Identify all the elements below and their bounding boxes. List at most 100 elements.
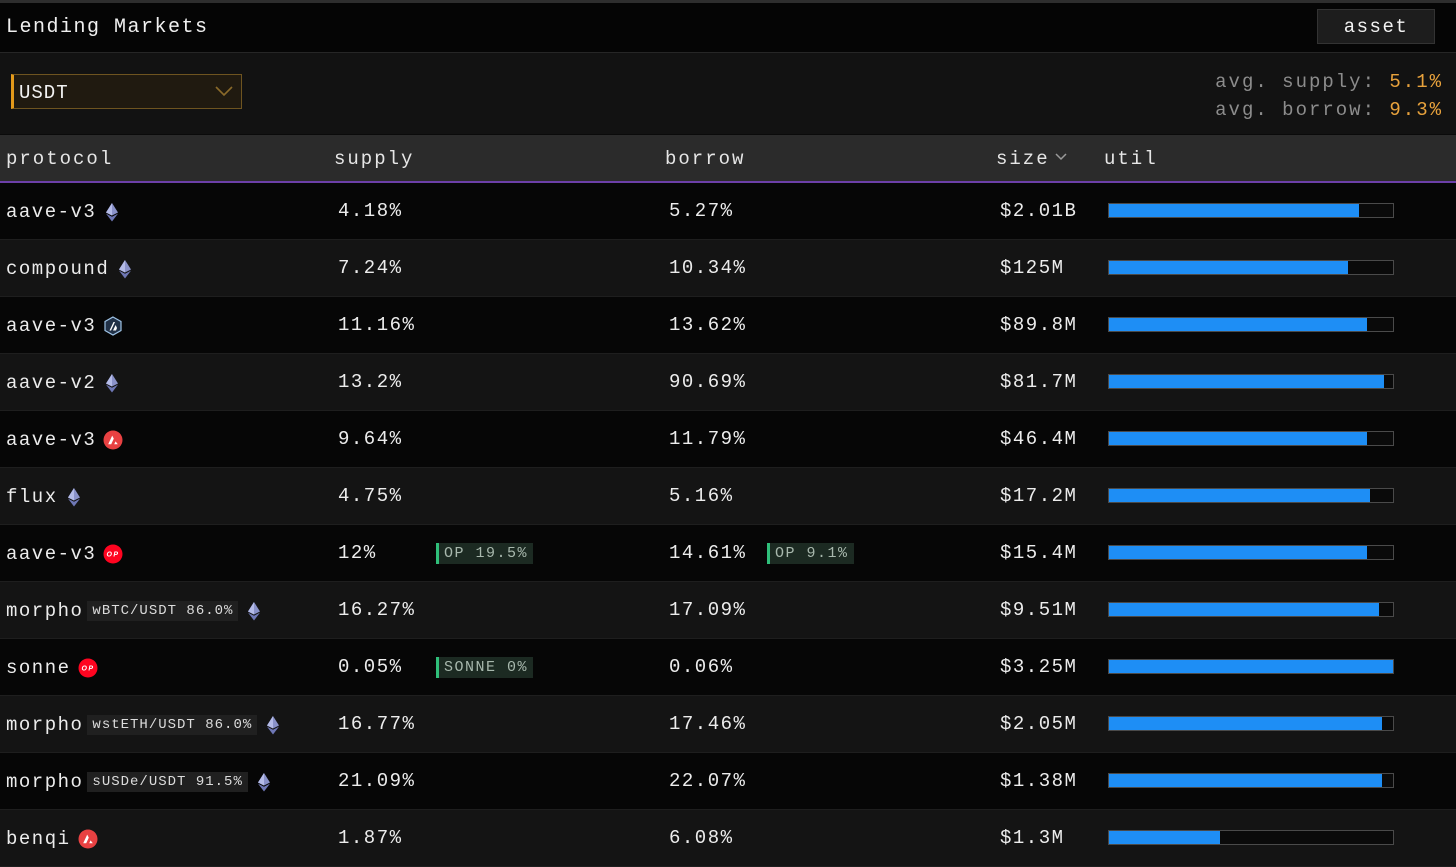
svg-text:OP: OP: [81, 666, 94, 673]
borrow-rate: 17.09%: [669, 599, 747, 621]
protocol-name: aave-v3: [6, 429, 97, 451]
protocol-name: morpho: [6, 771, 84, 793]
protocol-cell: morpho wBTC/USDT 86.0%: [6, 599, 263, 623]
table-row[interactable]: morpho wBTC/USDT 86.0% 16.27% 17.09% $9.51M: [0, 582, 1456, 639]
table-row[interactable]: aave-v2 13.2% 90.69% $81.7M: [0, 354, 1456, 411]
average-rates: avg. supply: 5.1% avg. borrow: 9.3%: [1215, 68, 1443, 124]
market-pair-badge: sUSDe/USDT 91.5%: [87, 772, 248, 792]
avg-supply-label: avg. supply:: [1215, 71, 1376, 93]
protocol-cell: aave-v3: [6, 200, 121, 224]
protocol-cell: sonne OP: [6, 656, 98, 680]
borrow-rate: 14.61%: [669, 542, 747, 564]
column-header-protocol[interactable]: protocol: [6, 148, 114, 170]
utilization-fill: [1109, 546, 1368, 559]
utilization-bar: [1108, 488, 1394, 503]
supply-rate: 4.18%: [338, 200, 403, 222]
market-pair-badge: wstETH/USDT 86.0%: [87, 715, 258, 735]
utilization-fill: [1109, 660, 1393, 673]
table-row[interactable]: aave-v3 11.16% 13.62% $89.8M: [0, 297, 1456, 354]
protocol-cell: aave-v3 OP: [6, 542, 123, 566]
utilization-bar: [1108, 830, 1394, 845]
table-row[interactable]: aave-v3 4.18% 5.27% $2.01B: [0, 183, 1456, 240]
supply-rate: 12%: [338, 542, 377, 564]
borrow-rate: 13.62%: [669, 314, 747, 336]
protocol-cell: aave-v2: [6, 371, 121, 395]
asset-select[interactable]: USDT: [11, 74, 242, 109]
utilization-bar: [1108, 431, 1394, 446]
protocol-cell: morpho wstETH/USDT 86.0%: [6, 713, 282, 737]
protocol-name: morpho: [6, 600, 84, 622]
borrow-rate: 90.69%: [669, 371, 747, 393]
supply-reward-badge: SONNE 0%: [436, 657, 534, 678]
table-row[interactable]: sonne OP 0.05% SONNE 0% 0.06% $3.25M: [0, 639, 1456, 696]
avalanche-icon: [78, 829, 98, 849]
protocol-name: compound: [6, 258, 110, 280]
column-header-size[interactable]: size: [996, 148, 1068, 170]
market-size: $46.4M: [1000, 428, 1078, 450]
borrow-rate: 0.06%: [669, 656, 734, 678]
table-row[interactable]: flux 4.75% 5.16% $17.2M: [0, 468, 1456, 525]
table-row[interactable]: aave-v3 OP 12% OP 19.5% 14.61% OP 9.1% $15.4M: [0, 525, 1456, 582]
avg-supply-value: 5.1%: [1389, 71, 1443, 93]
supply-rate: 16.77%: [338, 713, 416, 735]
protocol-cell: aave-v3: [6, 428, 123, 452]
column-header-util[interactable]: util: [1104, 148, 1158, 170]
utilization-bar: [1108, 317, 1394, 332]
markets-table-body: aave-v3 4.18% 5.27% $2.01B compound 7.24% 10.3…: [0, 183, 1456, 867]
protocol-name: aave-v3: [6, 201, 97, 223]
market-size: $89.8M: [1000, 314, 1078, 336]
utilization-fill: [1109, 717, 1382, 730]
page-title: Lending Markets: [6, 16, 209, 39]
supply-reward-badge: OP 19.5%: [436, 543, 534, 564]
table-row[interactable]: morpho wstETH/USDT 86.0% 16.77% 17.46% $2.05…: [0, 696, 1456, 753]
protocol-name: aave-v3: [6, 315, 97, 337]
avg-supply-line: avg. supply: 5.1%: [1215, 68, 1443, 96]
market-size: $125M: [1000, 257, 1065, 279]
avalanche-icon: [103, 430, 123, 450]
chevron-down-icon: [215, 86, 233, 97]
utilization-fill: [1109, 318, 1368, 331]
protocol-name: sonne: [6, 657, 71, 679]
column-header-borrow[interactable]: borrow: [665, 148, 746, 170]
protocol-cell: aave-v3: [6, 314, 122, 338]
asset-button[interactable]: asset: [1317, 9, 1435, 44]
table-row[interactable]: aave-v3 9.64% 11.79% $46.4M: [0, 411, 1456, 468]
supply-rate: 9.64%: [338, 428, 403, 450]
ethereum-icon: [103, 373, 121, 393]
utilization-bar: [1108, 203, 1394, 218]
borrow-rate: 5.16%: [669, 485, 734, 507]
table-row[interactable]: benqi 1.87% 6.08% $1.3M: [0, 810, 1456, 867]
borrow-reward-badge: OP 9.1%: [767, 543, 854, 564]
ethereum-icon: [264, 715, 282, 735]
column-header-size-label: size: [996, 148, 1050, 170]
ethereum-icon: [245, 601, 263, 621]
utilization-fill: [1109, 774, 1382, 787]
market-size: $15.4M: [1000, 542, 1078, 564]
table-row[interactable]: morpho sUSDe/USDT 91.5% 21.09% 22.07% $1.38M: [0, 753, 1456, 810]
market-size: $1.38M: [1000, 770, 1078, 792]
page-header: Lending Markets asset: [0, 3, 1456, 53]
protocol-name: benqi: [6, 828, 71, 850]
borrow-rate: 11.79%: [669, 428, 747, 450]
ethereum-icon: [116, 259, 134, 279]
supply-rate: 21.09%: [338, 770, 416, 792]
table-row[interactable]: compound 7.24% 10.34% $125M: [0, 240, 1456, 297]
market-size: $1.3M: [1000, 827, 1065, 849]
market-size: $3.25M: [1000, 656, 1078, 678]
supply-rate: 7.24%: [338, 257, 403, 279]
column-header-supply[interactable]: supply: [334, 148, 415, 170]
ethereum-icon: [255, 772, 273, 792]
borrow-rate: 5.27%: [669, 200, 734, 222]
filter-bar: USDT avg. supply: 5.1% avg. borrow: 9.3%: [0, 53, 1456, 134]
utilization-bar: [1108, 716, 1394, 731]
supply-rate: 13.2%: [338, 371, 403, 393]
utilization-fill: [1109, 489, 1371, 502]
asset-select-value: USDT: [19, 82, 69, 104]
market-size: $17.2M: [1000, 485, 1078, 507]
utilization-bar: [1108, 773, 1394, 788]
utilization-bar: [1108, 260, 1394, 275]
market-size: $81.7M: [1000, 371, 1078, 393]
supply-rate: 1.87%: [338, 827, 403, 849]
optimism-icon: OP: [103, 544, 123, 564]
protocol-name: morpho: [6, 714, 84, 736]
